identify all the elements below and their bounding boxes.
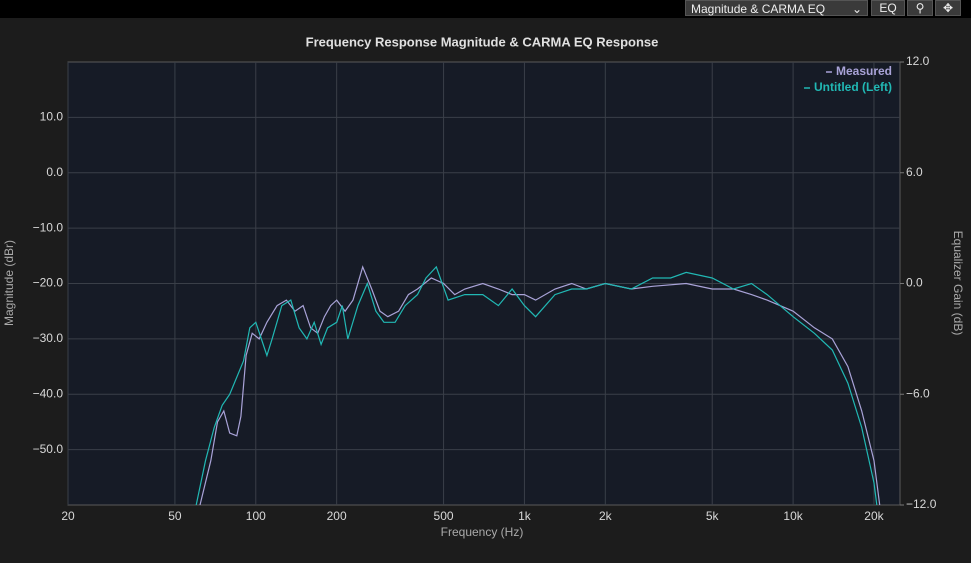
legend-label: Untitled (Left) (814, 80, 892, 94)
y-tick-label: −10.0 (33, 220, 64, 234)
x-tick-label: 20 (61, 509, 75, 523)
y2-axis-label: Equalizer Gain (dB) (951, 231, 965, 336)
x-tick-label: 500 (434, 509, 454, 523)
view-select[interactable]: Magnitude & CARMA EQ ⌄ (685, 0, 868, 16)
chart: Frequency Response Magnitude & CARMA EQ … (2, 34, 965, 539)
y2-tick-label: 0.0 (906, 276, 923, 290)
y-tick-label: 0.0 (46, 165, 63, 179)
x-tick-label: 200 (327, 509, 347, 523)
zoom-button[interactable]: ⚲ (907, 0, 933, 16)
y-tick-label: −50.0 (33, 442, 64, 456)
chevron: ⌄ (851, 2, 862, 16)
view-select-label: Magnitude & CARMA EQ (691, 2, 826, 16)
grid (67, 62, 900, 505)
x-tick-label: 20k (864, 509, 884, 523)
y2-tick-label: −6.0 (906, 386, 930, 400)
x-tick-label: 10k (783, 509, 803, 523)
x-tick-label: 100 (246, 509, 266, 523)
y-tick-label: −40.0 (33, 386, 64, 400)
toolbar: Magnitude & CARMA EQ ⌄ EQ ⚲ ✥ (0, 0, 971, 18)
series-line (195, 265, 878, 505)
y2-tick-label: 6.0 (906, 165, 923, 179)
pan-button[interactable]: ✥ (935, 0, 961, 16)
x-tick-label: 50 (168, 509, 182, 523)
y-tick-label: 10.0 (40, 110, 64, 124)
y2-tick-label: −12.0 (906, 497, 937, 511)
eq-button[interactable]: EQ (871, 0, 905, 16)
y2-tick-label: 12.0 (906, 54, 930, 68)
y-tick-label: −20.0 (33, 276, 64, 290)
chart-title: Frequency Response Magnitude & CARMA EQ … (306, 34, 659, 49)
y-tick-label: −30.0 (33, 331, 64, 345)
x-tick-label: 2k (599, 509, 613, 523)
lines (195, 265, 881, 505)
x-axis-label: Frequency (Hz) (441, 525, 524, 539)
legend-label: Measured (836, 64, 892, 78)
x-tick-label: 5k (706, 509, 720, 523)
x-tick-label: 1k (518, 509, 532, 523)
y-axis-label: Magnitude (dBr) (2, 240, 16, 326)
